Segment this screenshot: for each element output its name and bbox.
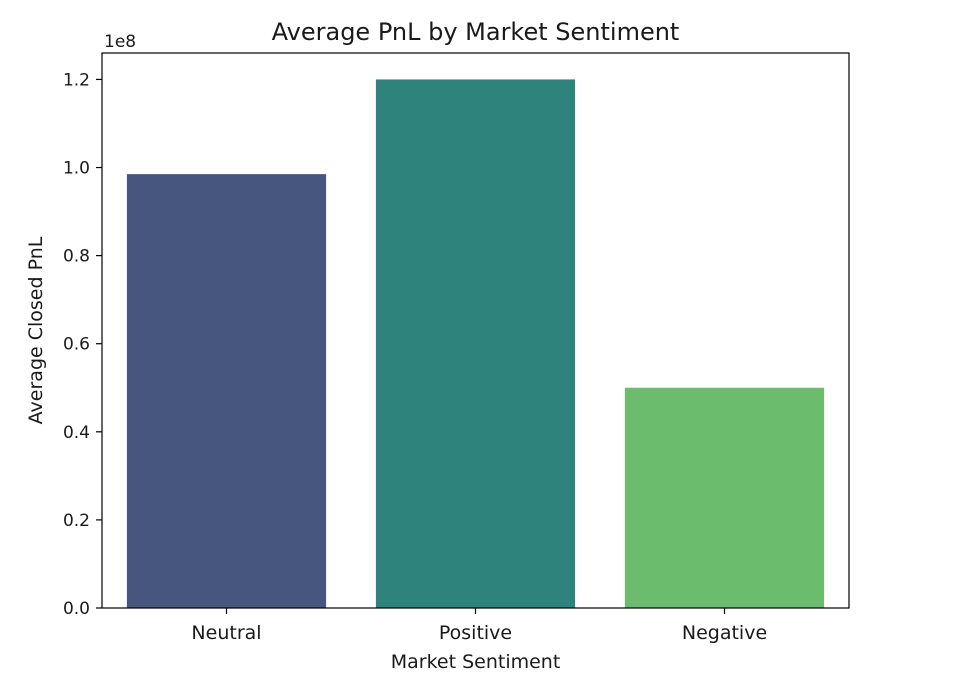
y-offset-label: 1e8 bbox=[104, 32, 136, 52]
y-tick-label: 0.0 bbox=[63, 599, 90, 619]
x-ticks: Neutral Positive Negative bbox=[191, 608, 767, 644]
bar-negative bbox=[624, 387, 825, 608]
y-tick-label: 1.0 bbox=[63, 159, 90, 179]
y-tick-label: 0.4 bbox=[63, 423, 90, 443]
y-ticks: 0.0 0.2 0.4 0.6 0.8 1.0 1.2 bbox=[63, 70, 102, 619]
x-axis-label: Market Sentiment bbox=[391, 651, 561, 673]
chart-title: Average PnL by Market Sentiment bbox=[272, 18, 680, 46]
x-tick-label: Negative bbox=[682, 622, 767, 644]
y-axis-label: Average Closed PnL bbox=[25, 236, 47, 424]
y-tick-label: 0.6 bbox=[63, 335, 90, 355]
x-tick-label: Neutral bbox=[191, 622, 261, 644]
bar-neutral bbox=[126, 174, 327, 608]
bars-layer bbox=[126, 79, 825, 608]
bar-positive bbox=[375, 79, 576, 608]
y-tick-label: 0.8 bbox=[63, 247, 90, 267]
y-tick-label: 0.2 bbox=[63, 511, 90, 531]
y-tick-label: 1.2 bbox=[63, 70, 90, 90]
x-tick-label: Positive bbox=[439, 622, 512, 644]
